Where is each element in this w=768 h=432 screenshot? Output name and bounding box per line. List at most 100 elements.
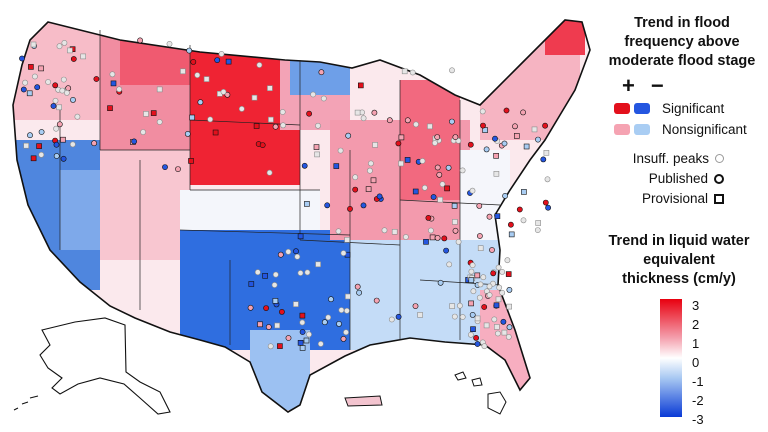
published-marker	[412, 303, 419, 309]
published-marker	[443, 247, 449, 254]
provisional-marker	[412, 188, 419, 195]
provisional-marker	[521, 189, 527, 195]
published-marker	[495, 264, 502, 271]
provisional-marker	[493, 302, 500, 309]
provisional-marker	[483, 322, 490, 329]
published-marker	[324, 202, 331, 209]
provisional-marker	[344, 237, 350, 243]
published-marker	[137, 37, 143, 44]
published-marker	[156, 119, 163, 125]
provisional-marker	[391, 229, 398, 235]
provisional-marker	[253, 123, 260, 129]
published-marker	[476, 294, 483, 301]
published-marker	[376, 193, 383, 200]
published-marker	[50, 103, 57, 109]
provisional-marker	[477, 245, 484, 251]
minus-symbol: −	[650, 73, 664, 98]
provisional-marker	[333, 163, 340, 169]
published-marker	[74, 113, 81, 120]
published-marker	[64, 90, 70, 96]
published-marker	[293, 248, 299, 255]
provisional-marker	[470, 326, 476, 333]
published-marker	[285, 248, 292, 255]
published-marker	[502, 192, 508, 199]
significant-up-swatch	[614, 103, 630, 114]
published-marker	[343, 307, 350, 314]
insufficient-marker-icon	[715, 154, 724, 163]
published-marker	[431, 140, 438, 146]
published-marker	[512, 123, 518, 130]
published-marker	[381, 227, 388, 234]
provisional-marker	[257, 321, 263, 328]
provisional-marker	[345, 293, 351, 300]
provisional-marker	[401, 68, 408, 75]
published-marker	[492, 135, 498, 142]
published-marker	[535, 136, 541, 143]
published-marker	[20, 86, 27, 93]
provisional-marker	[501, 329, 508, 336]
published-marker	[506, 286, 513, 293]
published-marker	[496, 284, 503, 291]
provisional-marker	[493, 171, 500, 177]
published-marker	[347, 205, 353, 212]
provisional-marker	[506, 303, 513, 310]
provisional-marker	[38, 65, 44, 72]
published-marker	[542, 122, 548, 129]
colorbar-tick: 0	[692, 355, 700, 370]
published-marker	[306, 331, 312, 338]
provisional-marker	[494, 213, 501, 219]
published-marker	[481, 343, 488, 350]
water-colorbar	[660, 299, 682, 417]
published-marker	[19, 55, 25, 62]
flood-trend-legend: Trend in flood frequency above moderate …	[600, 14, 764, 206]
published-marker	[459, 314, 466, 320]
published-marker	[65, 85, 72, 92]
published-marker	[421, 184, 428, 191]
provisional-marker	[513, 133, 520, 139]
published-marker	[61, 40, 68, 46]
provisional-marker	[543, 150, 550, 156]
published-marker	[315, 122, 321, 129]
published-marker	[224, 91, 231, 98]
provisional-marker	[437, 196, 444, 203]
published-marker	[469, 187, 476, 194]
published-marker	[430, 194, 437, 200]
us-outline	[12, 19, 591, 413]
published-marker	[425, 214, 432, 221]
published-marker	[479, 108, 486, 115]
published-marker	[53, 141, 60, 148]
published-marker	[304, 269, 311, 276]
published-marker	[419, 158, 426, 164]
provisional-marker	[67, 47, 73, 54]
insufficient-label: Insuff. peaks	[632, 151, 709, 166]
published-marker	[297, 270, 304, 276]
published-marker	[501, 140, 508, 147]
provisional-marker	[304, 201, 310, 207]
published-marker	[480, 274, 487, 281]
published-marker	[337, 147, 344, 154]
provisional-marker	[452, 219, 458, 225]
provisional-marker	[272, 298, 279, 304]
published-marker	[254, 269, 261, 276]
provisional-marker	[474, 272, 481, 279]
published-marker	[318, 69, 325, 76]
published-marker	[371, 109, 378, 116]
published-marker	[175, 166, 181, 172]
published-marker	[516, 206, 523, 213]
published-marker	[483, 146, 490, 153]
published-marker	[116, 86, 123, 93]
provisional-marker	[203, 76, 210, 82]
published-marker	[306, 110, 312, 117]
published-marker	[473, 334, 479, 341]
provisional-marker	[429, 234, 436, 241]
provisional-marker	[474, 315, 481, 322]
provisional-marker	[180, 68, 186, 75]
published-marker	[328, 296, 334, 303]
provisional-marker	[26, 90, 33, 97]
published-marker	[60, 76, 67, 83]
published-marker	[477, 281, 484, 288]
published-marker	[340, 250, 347, 256]
published-marker	[343, 329, 349, 336]
published-marker	[451, 313, 458, 320]
published-marker	[499, 289, 506, 296]
